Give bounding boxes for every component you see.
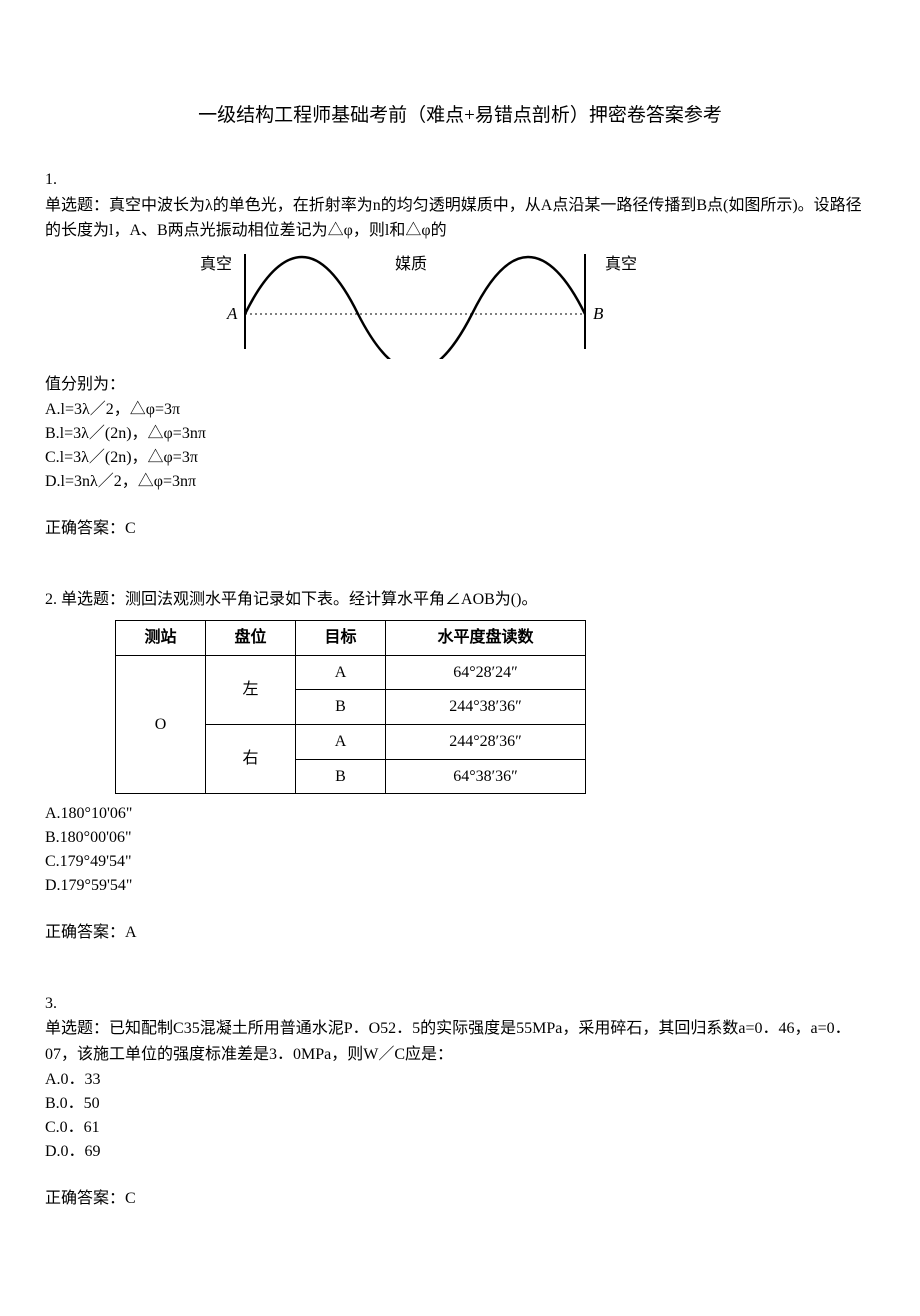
option-a: A.180°10'06" [45, 802, 875, 826]
question-text: 单选题：真空中波长为λ的单色光，在折射率为n的均匀透明媒质中，从A点沿某一路径传… [45, 193, 875, 244]
cell-target: A [296, 655, 386, 690]
question-body: 测回法观测水平角记录如下表。经计算水平角∠AOB为()。 [125, 591, 537, 608]
option-c: C.179°49'54" [45, 850, 875, 874]
table-row: O 左 A 64°28′24″ [116, 655, 586, 690]
question-1: 1. 单选题：真空中波长为λ的单色光，在折射率为n的均匀透明媒质中，从A点沿某一… [45, 167, 875, 542]
cell-station: O [116, 655, 206, 793]
question-text: 2. 单选题：测回法观测水平角记录如下表。经计算水平角∠AOB为()。 [45, 587, 875, 613]
option-c: C.0．61 [45, 1116, 875, 1140]
question-body: 真空中波长为λ的单色光，在折射率为n的均匀透明媒质中，从A点沿某一路径传播到B点… [45, 197, 862, 240]
option-a: A.0．33 [45, 1068, 875, 1092]
cell-disc-right: 右 [206, 724, 296, 793]
option-b: B.180°00'06" [45, 826, 875, 850]
option-c: C.l=3λ／(2n)，△φ=3π [45, 446, 875, 470]
question-number: 2. [45, 591, 57, 608]
options-list: A.l=3λ／2，△φ=3π B.l=3λ／(2n)，△φ=3nπ C.l=3λ… [45, 398, 875, 494]
cell-reading: 64°28′24″ [386, 655, 586, 690]
cell-reading: 244°38′36″ [386, 690, 586, 725]
point-a-label: A [226, 304, 238, 323]
table-header-row: 测站 盘位 目标 水平度盘读数 [116, 621, 586, 656]
option-b: B.0．50 [45, 1092, 875, 1116]
option-d: D.l=3nλ／2，△φ=3nπ [45, 470, 875, 494]
cell-target: B [296, 690, 386, 725]
question-2: 2. 单选题：测回法观测水平角记录如下表。经计算水平角∠AOB为()。 测站 盘… [45, 587, 875, 946]
label-vacuum-left: 真空 [200, 255, 232, 273]
label-vacuum-right: 真空 [605, 255, 637, 273]
question-text: 单选题：已知配制C35混凝土所用普通水泥P．O52．5的实际强度是55MPa，采… [45, 1016, 875, 1067]
question-body: 已知配制C35混凝土所用普通水泥P．O52．5的实际强度是55MPa，采用碎石，… [45, 1020, 851, 1063]
header-reading: 水平度盘读数 [386, 621, 586, 656]
correct-answer: 正确答案：C [45, 1186, 875, 1212]
question-number: 1. [45, 167, 875, 193]
header-station: 测站 [116, 621, 206, 656]
correct-answer: 正确答案：A [45, 920, 875, 946]
question-prefix: 单选题： [45, 1020, 109, 1037]
option-d: D.179°59'54" [45, 874, 875, 898]
wave-svg: 真空 媒质 真空 A B [185, 249, 675, 359]
question-3: 3. 单选题：已知配制C35混凝土所用普通水泥P．O52．5的实际强度是55MP… [45, 991, 875, 1211]
question-number: 3. [45, 991, 875, 1017]
cell-reading: 244°28′36″ [386, 724, 586, 759]
cell-target: A [296, 724, 386, 759]
point-b-label: B [593, 304, 604, 323]
options-list: A.0．33 B.0．50 C.0．61 D.0．69 [45, 1068, 875, 1164]
correct-answer: 正确答案：C [45, 516, 875, 542]
question-prefix: 单选题： [45, 197, 109, 214]
option-b: B.l=3λ／(2n)，△φ=3nπ [45, 422, 875, 446]
header-disc: 盘位 [206, 621, 296, 656]
option-d: D.0．69 [45, 1140, 875, 1164]
cell-disc-left: 左 [206, 655, 296, 724]
options-list: A.180°10'06" B.180°00'06" C.179°49'54" D… [45, 802, 875, 898]
page-title: 一级结构工程师基础考前（难点+易错点剖析）押密卷答案参考 [45, 100, 875, 127]
label-medium: 媒质 [395, 255, 427, 273]
question-text-cont: 值分别为： [45, 372, 875, 398]
wave-diagram: 真空 媒质 真空 A B [185, 249, 875, 368]
option-a: A.l=3λ／2，△φ=3π [45, 398, 875, 422]
cell-target: B [296, 759, 386, 794]
cell-reading: 64°38′36″ [386, 759, 586, 794]
header-target: 目标 [296, 621, 386, 656]
question-prefix: 单选题： [57, 591, 125, 608]
angle-table: 测站 盘位 目标 水平度盘读数 O 左 A 64°28′24″ B 244°38… [115, 620, 586, 794]
